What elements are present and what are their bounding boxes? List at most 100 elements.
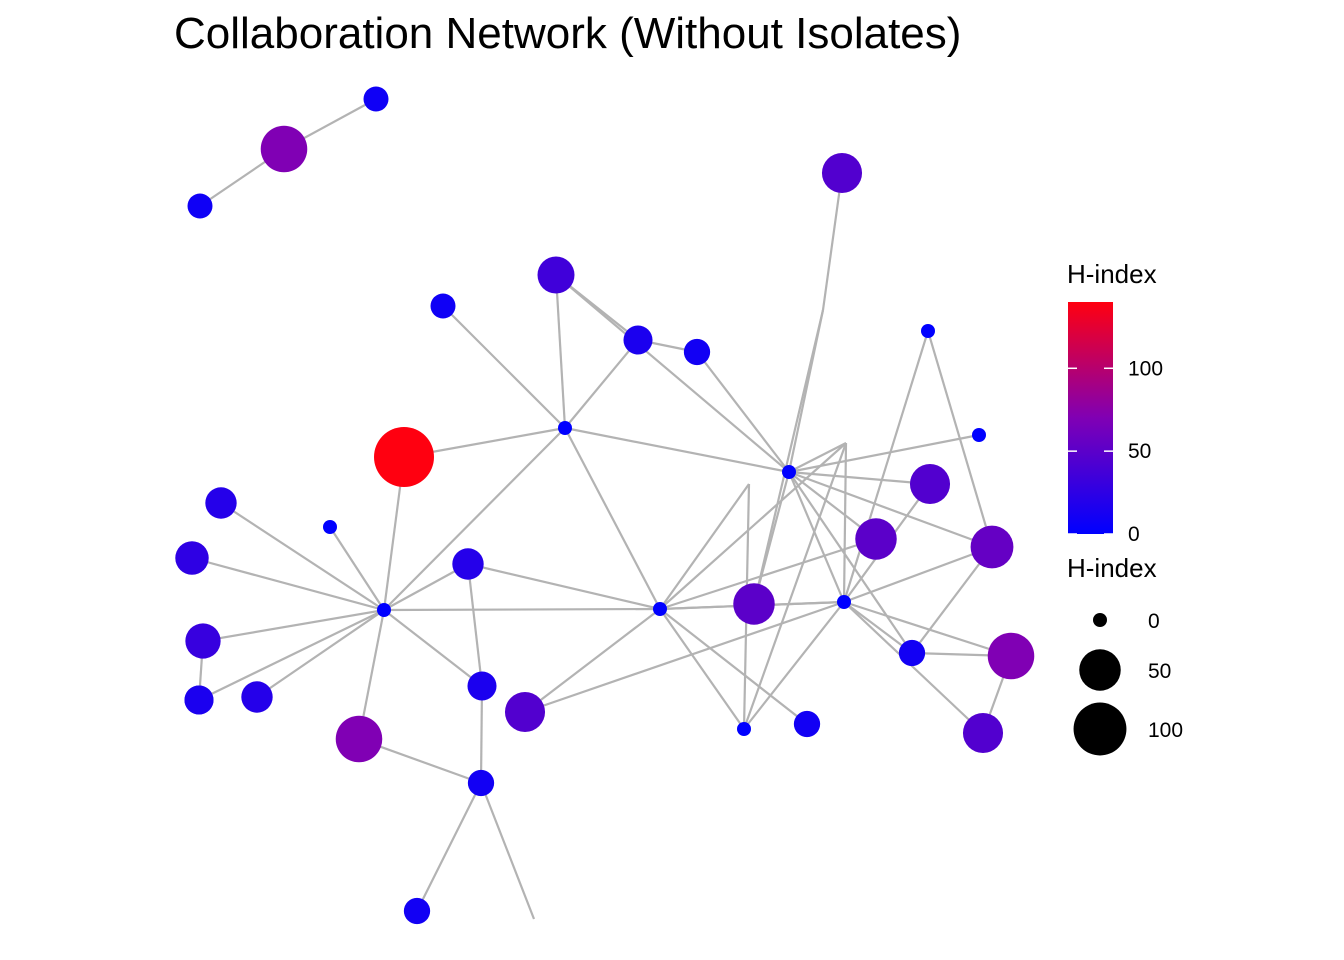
network-edge <box>383 607 661 612</box>
network-edge <box>467 562 661 611</box>
network-node <box>987 632 1035 680</box>
network-edge <box>256 609 385 698</box>
network-edge <box>442 305 566 429</box>
size-legend-label: 100 <box>1148 719 1183 742</box>
network-edge <box>743 601 845 730</box>
network-edge <box>524 608 661 713</box>
network-edge <box>564 426 790 474</box>
network-node <box>737 722 751 736</box>
network-node <box>855 518 897 560</box>
network-node <box>921 324 935 338</box>
network-node <box>185 623 221 659</box>
edge-layer <box>191 98 1013 920</box>
color-legend-label: 100 <box>1128 357 1163 380</box>
network-edge <box>842 330 930 603</box>
network-edge <box>383 563 469 611</box>
network-edge <box>788 433 980 474</box>
network-edge <box>555 274 790 473</box>
network-edge <box>416 782 482 912</box>
network-edge <box>821 172 844 311</box>
network-node <box>467 671 497 701</box>
color-legend-label: 50 <box>1128 440 1151 463</box>
network-node <box>683 338 711 366</box>
size-legend-dot <box>1073 702 1127 756</box>
network-edge <box>659 537 877 611</box>
network-edge <box>843 601 913 654</box>
network-node <box>374 427 434 487</box>
network-edge <box>752 471 791 605</box>
network-node <box>962 712 1004 754</box>
color-legend-ticks: 0 50 100 <box>1068 357 1163 546</box>
network-node <box>467 769 495 797</box>
network-node <box>260 125 308 173</box>
network-node <box>430 293 456 319</box>
network-edge <box>554 274 567 429</box>
network-edge <box>696 351 790 473</box>
network-edge <box>788 442 847 473</box>
color-legend-label: 0 <box>1128 523 1140 546</box>
network-edge <box>564 427 661 610</box>
network-edge <box>788 470 931 486</box>
color-legend: H-index 0 50 100 <box>1067 259 1163 546</box>
network-node <box>898 639 926 667</box>
size-legend-title: H-index <box>1067 553 1157 583</box>
network-node <box>972 428 986 442</box>
network-node <box>558 421 572 435</box>
size-legend-dot <box>1079 649 1121 691</box>
network-node <box>363 86 389 112</box>
node-layer <box>175 86 1035 925</box>
size-legend-label: 50 <box>1148 660 1171 683</box>
network-node <box>733 583 775 625</box>
size-legend-dot <box>1093 613 1107 627</box>
network-edge <box>198 609 385 701</box>
network-node <box>909 463 951 505</box>
network-edge <box>564 339 639 429</box>
network-edge <box>466 563 484 687</box>
network-node <box>323 520 337 534</box>
network-edge <box>383 609 483 687</box>
network-node <box>793 710 821 738</box>
network-edge <box>843 600 1012 658</box>
network-edge <box>742 442 848 730</box>
color-legend-title: H-index <box>1067 259 1157 289</box>
network-edge <box>788 470 993 549</box>
network-node <box>537 256 575 294</box>
network-edge <box>479 782 536 920</box>
network-edge <box>479 685 484 784</box>
network-node <box>403 897 431 925</box>
size-legend-keys: 0 50 100 <box>1073 610 1183 756</box>
network-edge <box>659 442 847 610</box>
network-node <box>970 525 1014 569</box>
network-node <box>504 691 546 733</box>
color-bar <box>1068 302 1113 534</box>
network-node <box>821 152 863 194</box>
network-edge <box>926 330 994 548</box>
network-node <box>205 487 237 519</box>
network-node <box>335 715 383 763</box>
network-edge <box>383 427 566 611</box>
network-node <box>184 685 214 715</box>
network-edge <box>752 309 825 605</box>
network-node <box>377 603 391 617</box>
network-node <box>837 595 851 609</box>
network-node <box>187 193 213 219</box>
network-edge <box>659 483 750 610</box>
network-edge <box>788 471 913 654</box>
network-edge <box>843 545 993 604</box>
plot-title: Collaboration Network (Without Isolates) <box>174 9 961 58</box>
network-edge <box>911 546 993 654</box>
network-edge <box>843 601 984 734</box>
network-edge <box>659 608 808 725</box>
network-edge <box>202 608 385 643</box>
size-legend: H-index 0 50 100 <box>1067 553 1183 756</box>
network-node <box>241 681 273 713</box>
network-edge <box>220 502 385 611</box>
network-node <box>653 602 667 616</box>
network-edge <box>842 442 848 603</box>
network-node <box>452 548 484 580</box>
network-edge <box>659 608 745 730</box>
network-node <box>623 325 653 355</box>
network-node <box>175 541 209 575</box>
network-node <box>782 465 796 479</box>
